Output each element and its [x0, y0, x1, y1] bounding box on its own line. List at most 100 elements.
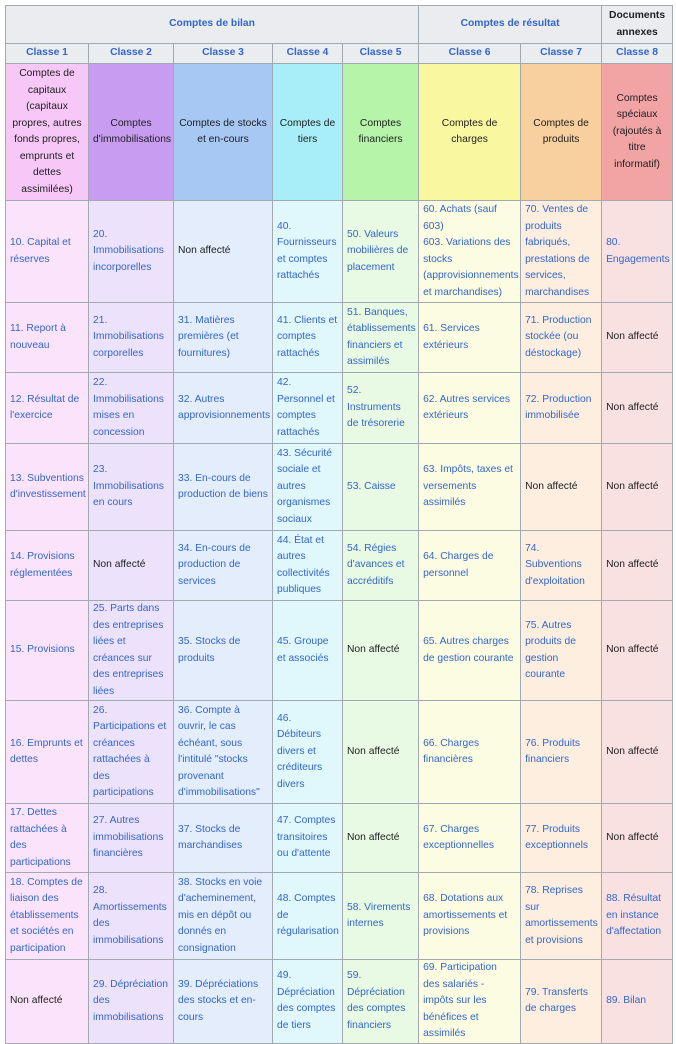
account-cell: 43. Sécurité sociale et autres organisme… [272, 443, 343, 531]
account-cell: 78. Reprises sur amortissements et provi… [520, 872, 603, 960]
table-row: 11. Report à nouveau 21. Immobilisations … [5, 302, 674, 373]
account-cell: 88. Résultat en instance d'affectation [601, 872, 674, 960]
account-cell: 54. Régies d'avances et accréditifs [341, 530, 420, 601]
account-cell: 89. Bilan [601, 959, 674, 1044]
class-description: Comptes d'immobilisations [88, 63, 174, 201]
unassigned-cell: Non affecté [601, 443, 674, 531]
unassigned-cell: Non affecté [601, 803, 674, 873]
account-cell: 60. Achats (sauf 603) 603. Variations de… [418, 200, 522, 303]
account-cell: 33. En-cours de production de biens [173, 443, 273, 531]
account-cell: 67. Charges exceptionnelles [418, 803, 522, 873]
account-cell: 62. Autres services extérieurs [418, 372, 522, 444]
account-cell: 48. Comptes de régularisation [272, 872, 343, 960]
account-cell: 51. Banques, établissements financiers e… [341, 302, 420, 373]
account-cell: 80. Engagements [601, 200, 674, 303]
account-cell: 45. Groupe et associés [272, 600, 343, 701]
account-cell: 52. Instruments de trésorerie [341, 372, 420, 444]
account-cell: 20. Immobilisations incorporelles [88, 200, 174, 303]
account-cell: 72. Production immobilisée [520, 372, 603, 444]
account-cell: 64. Charges de personnel [418, 530, 522, 601]
account-cell: 34. En-cours de production de services [173, 530, 273, 601]
account-cell: 16. Emprunts et dettes [5, 700, 89, 804]
account-cell: 15. Provisions [5, 600, 89, 701]
unassigned-cell: Non affecté [5, 959, 89, 1044]
account-cell: 74. Subventions d'exploitation [520, 530, 603, 601]
class-description: Comptes de charges [418, 63, 522, 201]
table-row: 14. Provisions réglementées Non affecté 34… [5, 530, 674, 601]
account-cell: 69. Participation des salariés - impôts … [418, 959, 522, 1044]
class-header: Classe 7 [520, 43, 603, 64]
class-header: Classe 5 [341, 43, 420, 64]
account-cell: 23. Immobilisations en cours [88, 443, 174, 531]
class-description: Comptes de tiers [272, 63, 343, 201]
class-header: Classe 2 [88, 43, 174, 64]
unassigned-cell: Non affecté [601, 700, 674, 804]
account-cell: 49. Dépréciation des comptes de tiers [272, 959, 343, 1044]
account-cell: 12. Résultat de l'exercice [5, 372, 89, 444]
unassigned-cell: Non affecté [601, 600, 674, 701]
account-cell: 27. Autres immobilisations financières [88, 803, 174, 873]
account-cell: 10. Capital et réserves [5, 200, 89, 303]
account-cell: 38. Stocks en voie d'acheminement, mis e… [173, 872, 273, 960]
class-header: Classe 4 [272, 43, 343, 64]
group-header: Documents annexes [601, 5, 674, 44]
account-cell: 68. Dotations aux amortissements et prov… [418, 872, 522, 960]
account-cell: 44. État et autres collectivités publiqu… [272, 530, 343, 601]
account-cell: 14. Provisions réglementées [5, 530, 89, 601]
class-description: Comptes spéciaux (rajoutés à titre infor… [601, 63, 674, 201]
account-cell: 47. Comptes transitoires ou d'attente [272, 803, 343, 873]
table-row: Classe 1 Classe 2 Classe 3 Classe 4 Classe 5… [5, 43, 674, 64]
account-cell: 40. Fournisseurs et comptes rattachés [272, 200, 343, 303]
table-row: 12. Résultat de l'exercice 22. Immobilisa… [5, 372, 674, 444]
unassigned-cell: Non affecté [601, 530, 674, 601]
unassigned-cell: Non affecté [173, 200, 273, 303]
account-cell: 26. Participations et créances rattachée… [88, 700, 174, 804]
class-header: Classe 3 [173, 43, 273, 64]
table-row: 13. Subventions d'investissement 23. Immo… [5, 443, 674, 531]
account-cell: 39. Dépréciations des stocks et en-cours [173, 959, 273, 1044]
unassigned-cell: Non affecté [88, 530, 174, 601]
account-cell: 37. Stocks de marchandises [173, 803, 273, 873]
account-cell: 25. Parts dans des entreprises liées et … [88, 600, 174, 701]
account-cell: 17. Dettes rattachées à des participatio… [5, 803, 89, 873]
account-cell: 59. Dépréciation des comptes financiers [341, 959, 420, 1044]
account-cell: 79. Transferts de charges [520, 959, 603, 1044]
account-cell: 50. Valeurs mobilières de placement [341, 200, 420, 303]
account-cell: 53. Caisse [341, 443, 420, 531]
account-cell: 58. Virements internes [341, 872, 420, 960]
class-header: Classe 6 [418, 43, 522, 64]
unassigned-cell: Non affecté [520, 443, 603, 531]
table-row: 18. Comptes de liaison des établissement… [5, 872, 674, 960]
account-cell: 61. Services extérieurs [418, 302, 522, 373]
class-description: Comptes de capitaux (capitaux propres, a… [5, 63, 89, 201]
unassigned-cell: Non affecté [601, 372, 674, 444]
account-cell: 77. Produits exceptionnels [520, 803, 603, 873]
account-cell: 28. Amortissements des immobilisations [88, 872, 174, 960]
table-row: Non affecté 29. Dépréciation des immobili… [5, 959, 674, 1044]
unassigned-cell: Non affecté [341, 700, 420, 804]
account-cell: 11. Report à nouveau [5, 302, 89, 373]
account-cell: 21. Immobilisations corporelles [88, 302, 174, 373]
account-cell: 29. Dépréciation des immobilisations [88, 959, 174, 1044]
account-cell: 66. Charges financières [418, 700, 522, 804]
account-cell: 35. Stocks de produits [173, 600, 273, 701]
class-header: Classe 8 [601, 43, 674, 64]
account-cell: 65. Autres charges de gestion courante [418, 600, 522, 701]
table-row: 17. Dettes rattachées à des participatio… [5, 803, 674, 873]
group-header: Comptes de résultat [418, 5, 603, 44]
table-row: 15. Provisions 25. Parts dans des entrepr… [5, 600, 674, 701]
account-cell: 63. Impôts, taxes et versements assimilé… [418, 443, 522, 531]
class-description: Comptes de stocks et en-cours [173, 63, 273, 201]
group-header: Comptes de bilan [4, 5, 420, 44]
class-description: Comptes de produits [520, 63, 603, 201]
unassigned-cell: Non affecté [341, 600, 420, 701]
account-cell: 70. Ventes de produits fabriqués, presta… [520, 200, 603, 303]
account-cell: 71. Production stockée (ou déstockage) [520, 302, 603, 373]
account-cell: 18. Comptes de liaison des établissement… [5, 872, 89, 960]
table-row: Comptes de capitaux (capitaux propres, a… [5, 63, 674, 201]
unassigned-cell: Non affecté [341, 803, 420, 873]
table-row: 10. Capital et réserves 20. Immobilisatio… [5, 200, 674, 303]
account-cell: 36. Compte à ouvrir, le cas échéant, sou… [173, 700, 273, 804]
